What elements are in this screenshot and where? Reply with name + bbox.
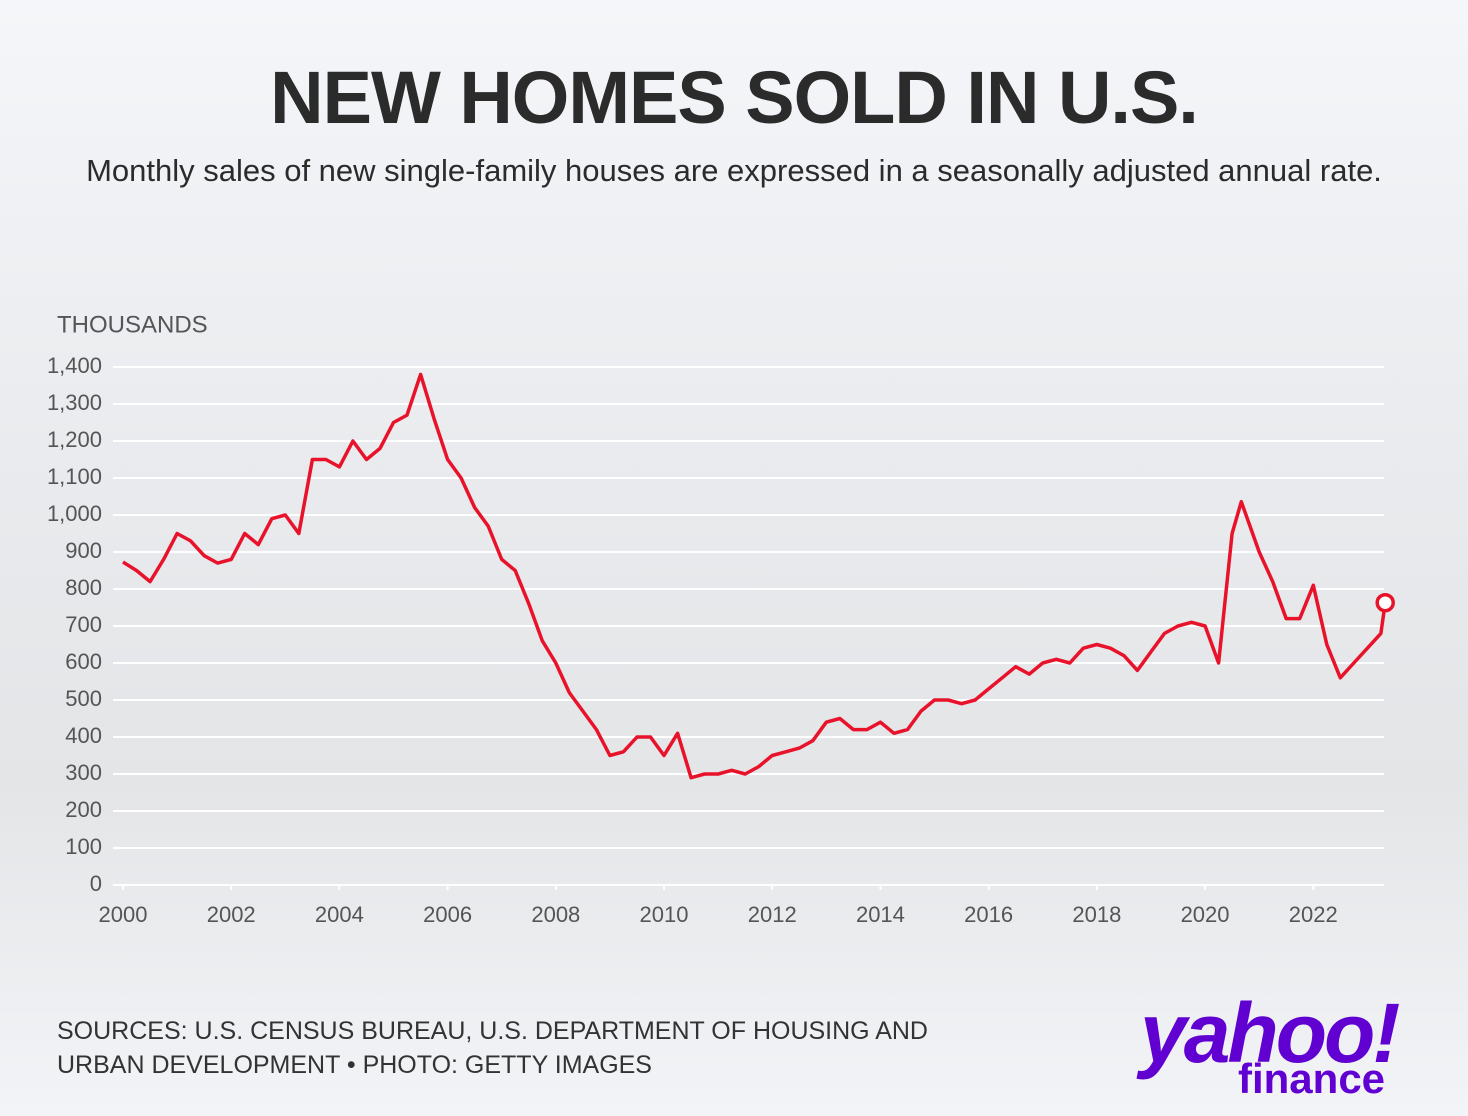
end-marker — [1375, 592, 1395, 613]
line — [122, 372, 1387, 780]
y-tick-label: 1,100 — [47, 464, 102, 489]
y-tick-label: 1,200 — [47, 427, 102, 452]
y-tick-label: 800 — [65, 575, 102, 600]
y-tick-label: 1,000 — [47, 501, 102, 526]
x-tick-label: 2006 — [423, 902, 472, 927]
y-tick-label: 600 — [65, 649, 102, 674]
x-tick-label: 2012 — [748, 902, 797, 927]
x-tick-label: 2018 — [1072, 902, 1121, 927]
x-tick-label: 2002 — [207, 902, 256, 927]
y-tick-label: 100 — [65, 834, 102, 859]
x-tick-label: 2014 — [856, 902, 905, 927]
y-tick-label: 700 — [65, 612, 102, 637]
x-tick-label: 2022 — [1289, 902, 1338, 927]
y-tick-label: 200 — [65, 797, 102, 822]
x-tick-label: 2004 — [315, 902, 364, 927]
y-tick-label: 1,400 — [47, 353, 102, 378]
y-tick-label: 300 — [65, 760, 102, 785]
y-tick-label: 900 — [65, 538, 102, 563]
y-tick-label: 400 — [65, 723, 102, 748]
y-tick-label: 1,300 — [47, 390, 102, 415]
chart-subtitle: Monthly sales of new single-family house… — [86, 153, 1382, 188]
source: SOURCES: U.S. CENSUS BUREAU, U.S. DEPART… — [57, 1017, 928, 1079]
x-tick-label: 2000 — [99, 902, 148, 927]
brand-sub: finance — [1238, 1055, 1386, 1102]
y-tick-label: 0 — [90, 871, 102, 896]
chart-title: NEW HOMES SOLD IN U.S. — [270, 56, 1199, 139]
brand-logo: yahoo! — [1140, 986, 1400, 1080]
x-tick-label: 2020 — [1181, 902, 1230, 927]
y-tick-label: 500 — [65, 686, 102, 711]
x-tick-label: 2010 — [640, 902, 689, 927]
x-tick-label: 2016 — [964, 902, 1013, 927]
x-tick-label: 2008 — [531, 902, 580, 927]
y-axis-label: THOUSANDS — [57, 311, 208, 338]
